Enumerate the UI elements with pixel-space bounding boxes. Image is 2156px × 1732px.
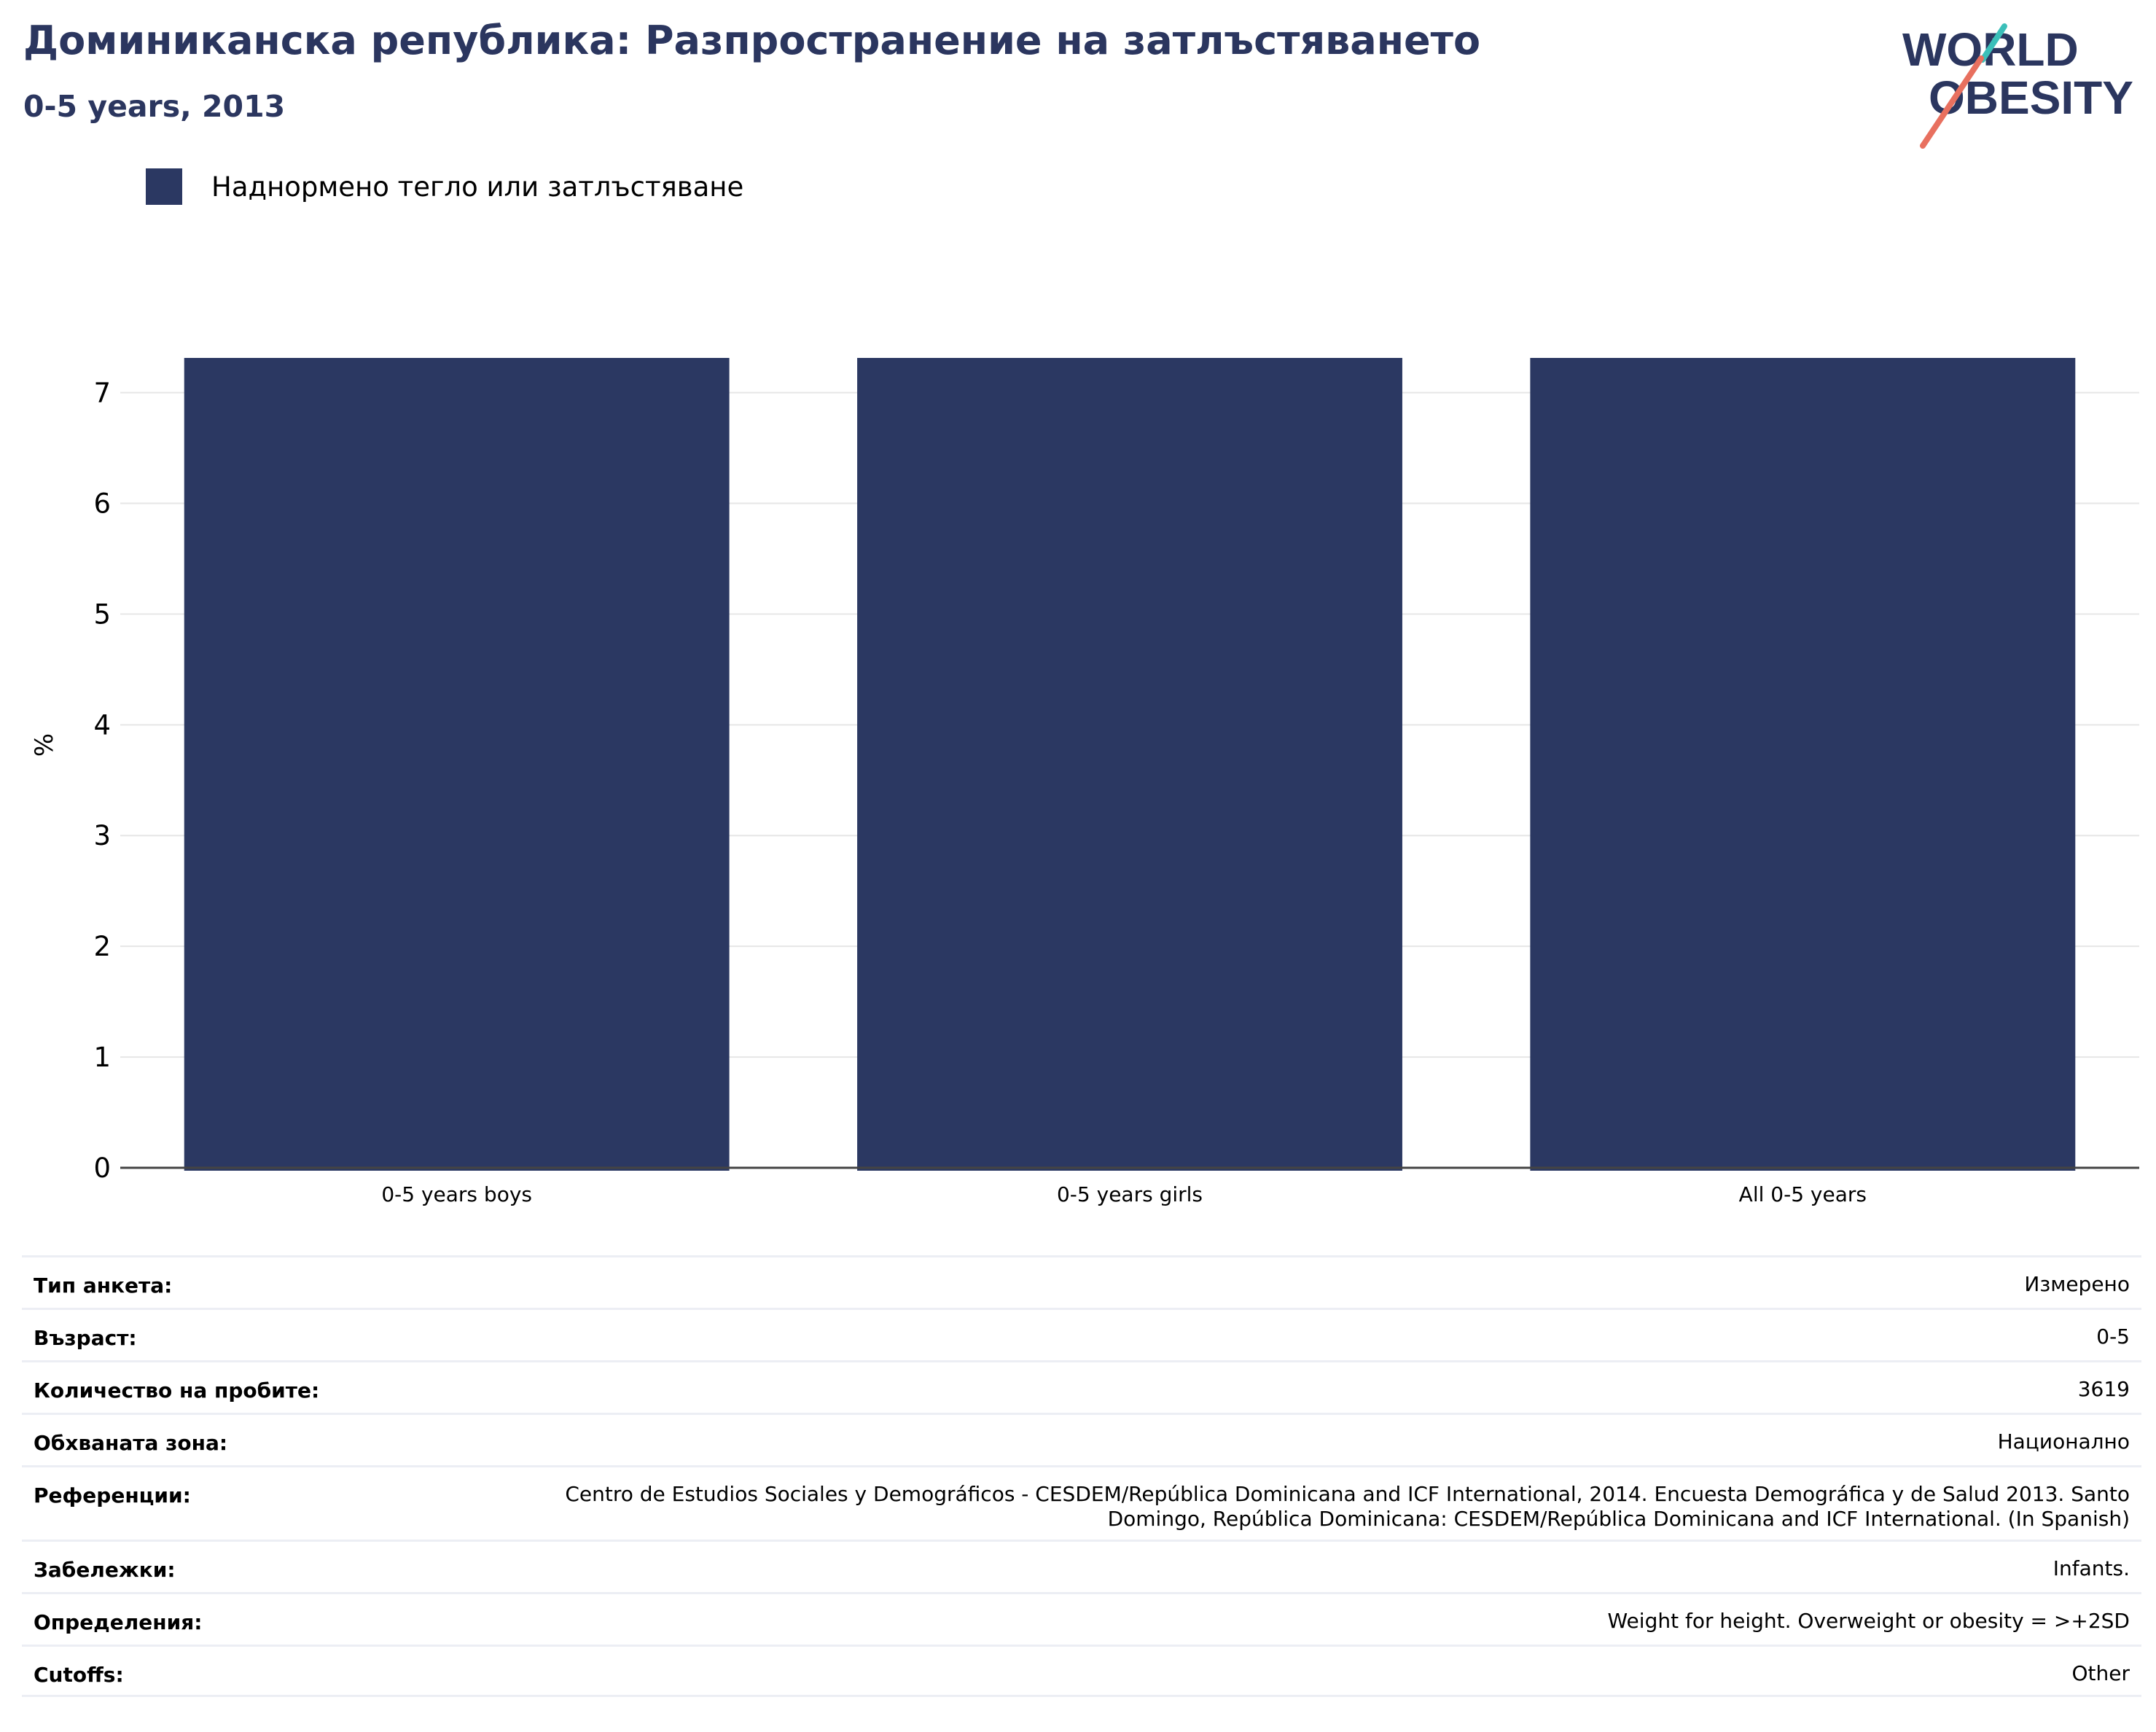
info-value: Weight for height. Overweight or obesity…: [1607, 1609, 2130, 1633]
info-value: Other: [2071, 1661, 2130, 1685]
y-tick-label: 5: [93, 598, 111, 630]
y-tick-label: 3: [93, 820, 111, 851]
world-obesity-logo[interactable]: WORLD OBESITY: [1902, 20, 2143, 152]
y-tick-label: 0: [93, 1152, 111, 1184]
x-tick-label: 0-5 years boys: [381, 1182, 532, 1206]
info-row-references: Референции: Centro de Estudios Sociales …: [22, 1465, 2141, 1540]
x-tick-label: All 0-5 years: [1739, 1182, 1867, 1206]
y-tick-label: 6: [93, 488, 111, 519]
info-value: Измерено: [2024, 1272, 2130, 1296]
info-label: Определения:: [34, 1610, 203, 1634]
info-row-definitions: Определения: Weight for height. Overweig…: [22, 1592, 2141, 1645]
logo-slash-teal: [1980, 23, 2007, 63]
info-label: Количество на пробите:: [34, 1378, 320, 1403]
info-value: 3619: [2077, 1377, 2130, 1401]
legend-label: Наднормено тегло или затлъстяване: [211, 171, 744, 203]
logo-slash-coral: [1920, 55, 1984, 149]
info-label: Тип анкета:: [34, 1273, 173, 1298]
info-table: Тип анкета: Измерено Възраст: 0-5 Количе…: [22, 1255, 2141, 1697]
info-row-age: Възраст: 0-5: [22, 1308, 2141, 1360]
info-row-sample-size: Количество на пробите: 3619: [22, 1360, 2141, 1413]
info-label: Обхваната зона:: [34, 1431, 228, 1455]
chart-subtitle: 0-5 years, 2013: [23, 89, 286, 124]
info-label: Забележки:: [34, 1558, 176, 1582]
info-row-cutoffs: Cutoffs: Other: [22, 1645, 2141, 1697]
info-value: Infants.: [2053, 1556, 2130, 1580]
info-row-survey-type: Тип анкета: Измерено: [22, 1255, 2141, 1308]
y-tick-label: 1: [93, 1042, 111, 1073]
x-tick-label: 0-5 years girls: [1057, 1182, 1203, 1206]
y-tick-label: 2: [93, 931, 111, 962]
y-tick-label: 7: [93, 378, 111, 409]
info-row-area-covered: Обхваната зона: Национално: [22, 1413, 2141, 1465]
bar: [857, 358, 1402, 1171]
chart-title: Доминиканска република: Разпространение …: [23, 17, 1481, 63]
logo-word-obesity: OBESITY: [1929, 71, 2133, 124]
info-value: 0-5: [2096, 1325, 2130, 1349]
bar: [1530, 358, 2076, 1171]
legend-swatch: [146, 168, 182, 205]
info-value: Национално: [1997, 1429, 2130, 1454]
info-value: Centro de Estudios Sociales y Demográfic…: [565, 1482, 2130, 1531]
y-axis-label: %: [30, 733, 59, 757]
bar-chart: 0 1 2 3 4 5 6 7% 0-5 years boys 0-5 years girls Al…: [30, 358, 2139, 1206]
legend: Наднормено тегло или затлъстяване: [146, 166, 743, 207]
info-label: Cutoffs:: [34, 1663, 124, 1687]
info-row-notes: Забележки: Infants.: [22, 1540, 2141, 1592]
bar: [184, 358, 730, 1171]
info-label: Възраст:: [34, 1326, 137, 1350]
info-label: Референции:: [34, 1483, 191, 1507]
y-tick-label: 4: [93, 709, 111, 741]
